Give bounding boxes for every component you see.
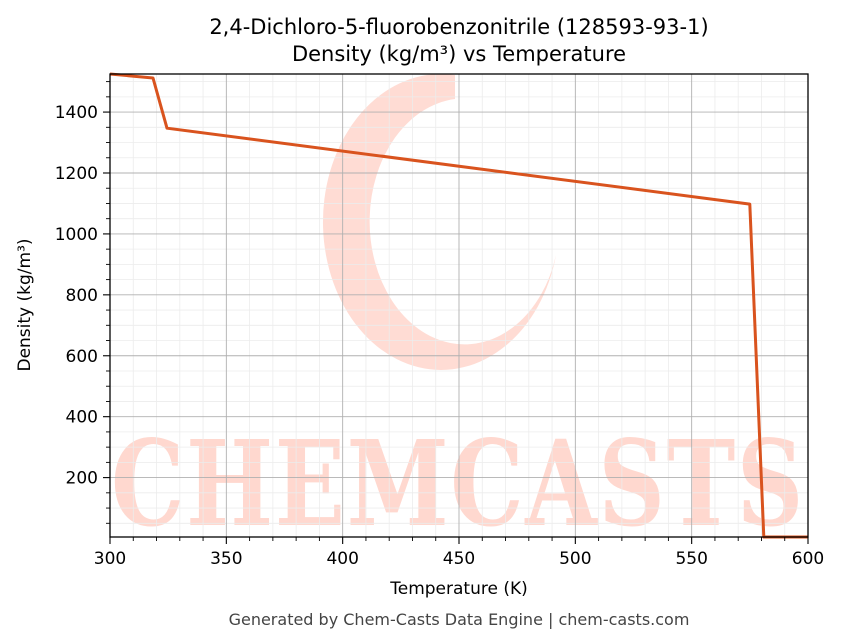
y-tick-labels: 200 400 600 800 1000 1200 1400 [55, 103, 98, 489]
x-tick-label-3: 450 [443, 549, 475, 569]
y-tick-label-1: 400 [66, 408, 98, 428]
x-tick-label-4: 500 [559, 549, 591, 569]
x-tick-label-1: 350 [210, 549, 242, 569]
watermark-text: CHEMCASTS [111, 414, 805, 553]
watermark-logo-ring [322, 73, 556, 370]
watermark: CHEMCASTS [111, 73, 805, 553]
x-tick-label-6: 600 [792, 549, 824, 569]
x-tick-label-5: 550 [675, 549, 707, 569]
chart-title: 2,4-Dichloro-5-fluorobenzonitrile (12859… [209, 15, 708, 39]
x-tick-label-2: 400 [326, 549, 358, 569]
chart-subtitle: Density (kg/m³) vs Temperature [292, 42, 626, 66]
y-tick-label-0: 200 [66, 469, 98, 489]
footer-credit: Generated by Chem-Casts Data Engine | ch… [229, 610, 690, 629]
y-tick-label-6: 1400 [55, 103, 98, 123]
y-tick-label-2: 600 [66, 347, 98, 367]
y-tick-label-5: 1200 [55, 164, 98, 184]
axis-ticks [103, 81, 809, 544]
major-grid [109, 74, 809, 537]
x-tick-label-0: 300 [94, 549, 126, 569]
x-tick-labels: 300 350 400 450 500 550 600 [94, 549, 824, 569]
y-axis-label: Density (kg/m³) [15, 238, 35, 371]
y-tick-label-3: 800 [66, 286, 98, 306]
x-axis-label: Temperature (K) [389, 579, 528, 599]
y-tick-label-4: 1000 [55, 225, 98, 245]
